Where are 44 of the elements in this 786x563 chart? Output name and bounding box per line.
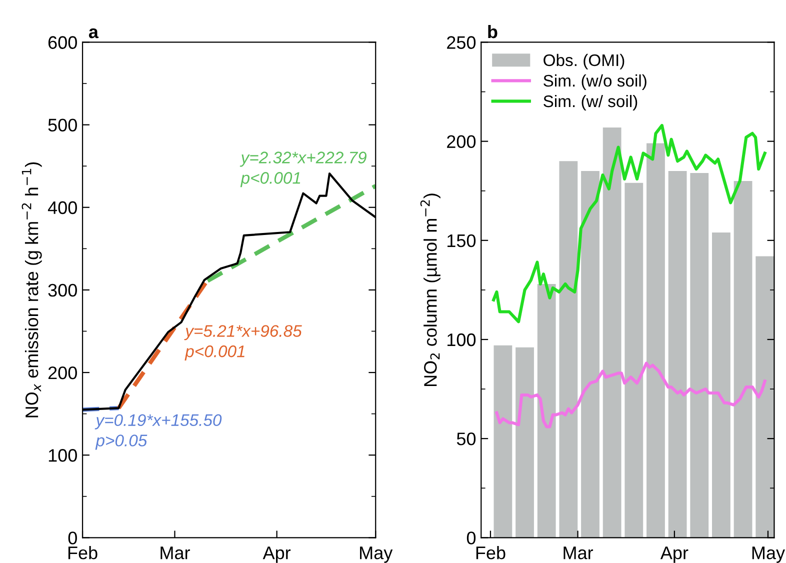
bar	[756, 256, 774, 538]
y-tick-label: 500	[48, 118, 77, 132]
bar	[624, 182, 644, 538]
y-tick-label: 300	[48, 284, 77, 297]
x-tick-label: Feb	[68, 546, 98, 560]
y-axis-title: NO$_{2}$ column (µmol m$^{−2}$)	[420, 194, 440, 386]
y-tick-label: 600	[48, 36, 77, 49]
chart-title: b	[488, 24, 498, 38]
chart-title: a	[88, 28, 99, 38]
annotation: y=0.19*x+155.50 p>0.05	[94, 414, 222, 450]
y-tick-label: 50	[456, 432, 476, 446]
x-tick-label: Mar	[160, 546, 190, 560]
x-tick-label: May	[752, 546, 785, 563]
y-tick-label: 250	[447, 36, 476, 49]
bar	[494, 345, 512, 538]
annotation: y=2.32*x+222.79 p<0.001	[240, 152, 366, 188]
y-tick-label: 200	[48, 366, 77, 380]
x-tick-label: Apr	[262, 546, 291, 563]
bar	[537, 284, 556, 538]
bar	[559, 161, 578, 538]
y-tick-label: 400	[48, 201, 77, 214]
legend-label: Sim. (w/ soil)	[544, 94, 638, 110]
bar	[581, 171, 600, 538]
bar	[668, 171, 687, 538]
x-tick-label: Apr	[660, 546, 688, 563]
bar	[734, 180, 752, 538]
annotation: y=5.21*x+96.85 p<0.001	[184, 325, 302, 361]
bar	[712, 232, 730, 538]
y-tick-label: 200	[447, 135, 476, 148]
x-tick-label: Mar	[564, 546, 594, 560]
legend-label: Obs. (OMI)	[544, 54, 624, 70]
x-tick-label: May	[360, 546, 393, 563]
bar	[690, 173, 709, 538]
y-tick-label: 100	[448, 333, 476, 346]
legend-label: Sim. (w/o soil)	[544, 74, 646, 90]
bar	[516, 347, 534, 538]
y-tick-label: 0	[68, 532, 77, 544]
y-tick-label: 150	[448, 234, 476, 248]
y-tick-label: 0	[466, 532, 476, 544]
y-axis-title: NO$_{x}$ emission rate (g km$^{−2}$ h$^{−1}$)	[22, 162, 42, 418]
bar	[602, 127, 622, 538]
x-tick-label: Feb	[476, 546, 506, 560]
bar	[646, 143, 665, 538]
y-tick-label: 100	[48, 449, 77, 462]
